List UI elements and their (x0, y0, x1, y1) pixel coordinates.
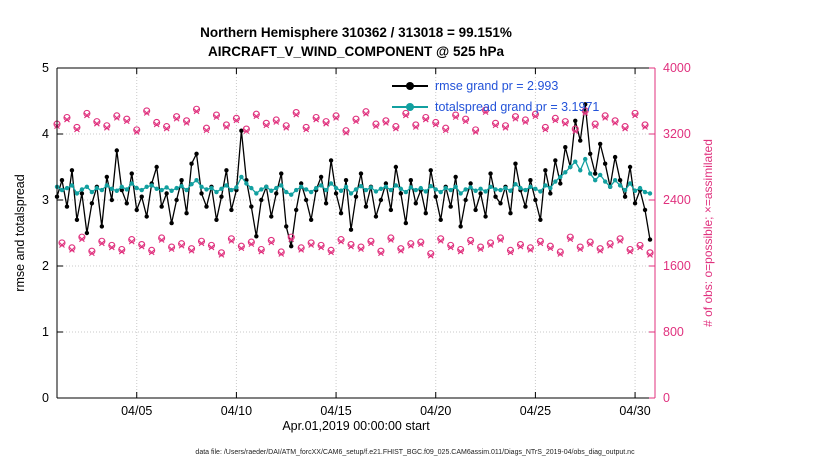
rmse-line-marker-icon (392, 79, 428, 93)
totalspread-line-marker-icon (392, 100, 428, 114)
chart-title-line2: AIRCRAFT_V_WIND_COMPONENT @ 525 hPa (208, 44, 504, 59)
chart-legend: rmse grand pr = 2.993 totalspread grand … (392, 78, 599, 120)
data-file-path: data file: /Users/raeder/DAI/ATM_forcXX/… (195, 449, 635, 456)
svg-text:04/05: 04/05 (121, 404, 152, 418)
svg-text:4000: 4000 (663, 61, 691, 75)
legend-item-totalspread: totalspread grand pr = 3.1971 (392, 99, 599, 115)
x-axis-label: Apr.01,2019 00:00:00 start (282, 419, 430, 433)
svg-text:4: 4 (42, 127, 49, 141)
svg-text:04/15: 04/15 (320, 404, 351, 418)
svg-text:1: 1 (42, 325, 49, 339)
svg-text:2: 2 (42, 259, 49, 273)
svg-text:04/10: 04/10 (221, 404, 252, 418)
legend-label-rmse: rmse grand pr = 2.993 (435, 79, 559, 93)
svg-text:04/25: 04/25 (520, 404, 551, 418)
svg-text:0: 0 (663, 391, 670, 405)
legend-label-totalspread: totalspread grand pr = 3.1971 (435, 100, 600, 114)
svg-text:800: 800 (663, 325, 684, 339)
svg-text:5: 5 (42, 61, 49, 75)
chart-title-line1: Northern Hemisphere 310362 / 313018 = 99… (200, 25, 512, 40)
svg-text:2400: 2400 (663, 193, 691, 207)
y-axis-label-left: rmse and totalspread (13, 174, 27, 292)
svg-text:0: 0 (42, 391, 49, 405)
svg-text:3: 3 (42, 193, 49, 207)
svg-text:3200: 3200 (663, 127, 691, 141)
y-axis-label-right: # of obs: o=possible; ×=assimilated (701, 139, 715, 327)
legend-item-rmse: rmse grand pr = 2.993 (392, 78, 599, 94)
svg-text:04/30: 04/30 (619, 404, 650, 418)
svg-text:1600: 1600 (663, 259, 691, 273)
svg-text:04/20: 04/20 (420, 404, 451, 418)
